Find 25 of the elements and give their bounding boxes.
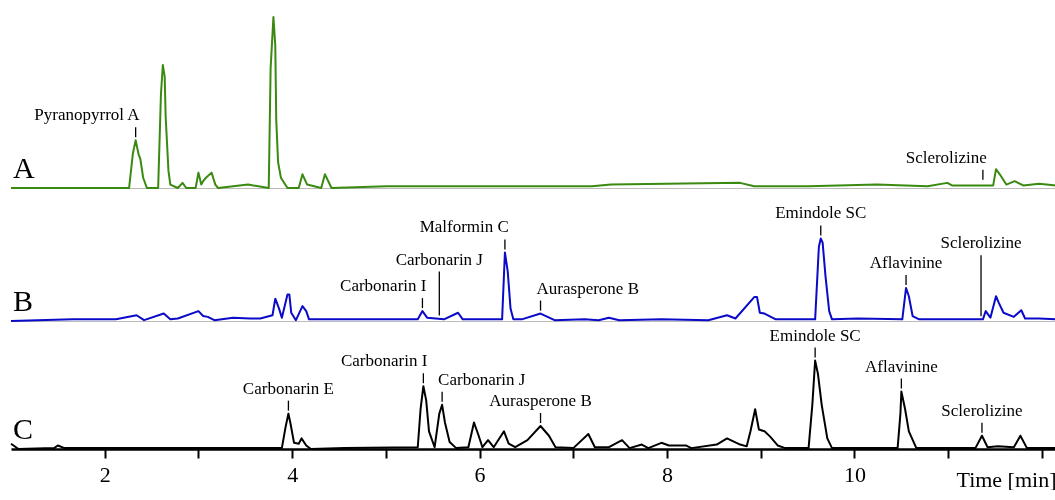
x-axis-title: Time [min] (956, 466, 1055, 492)
annotation: Sclerolizine (940, 233, 1022, 253)
annotation: Carbonarin J (395, 249, 484, 269)
annotation: Carbonarin I (340, 351, 428, 371)
annotation: Emindole SC (775, 203, 867, 223)
annotation: Sclerolizine (941, 400, 1023, 420)
annotation: Pyranopyrrol A (34, 105, 141, 125)
annotation: Aurasperone B (536, 278, 639, 298)
annotation: Aflavinine (869, 252, 943, 272)
series-label: A (13, 151, 35, 184)
series-label: B (13, 284, 34, 317)
x-tick-label: 10 (844, 461, 866, 487)
annotation: Carbonarin E (242, 378, 334, 398)
annotation: Malformin C (419, 217, 509, 237)
x-tick-label: 4 (287, 461, 299, 487)
series-label: C (13, 412, 34, 445)
annotation: Emindole SC (769, 325, 861, 345)
x-tick-label: 6 (474, 461, 486, 487)
annotation: Carbonarin I (340, 276, 427, 296)
x-tick-label: 8 (662, 461, 674, 487)
annotation: Aurasperone B (489, 391, 592, 411)
x-tick-label: 2 (99, 461, 111, 487)
annotation: Sclerolizine (905, 147, 987, 167)
annotation: Aflavinine (865, 356, 938, 376)
annotation: Carbonarin J (438, 369, 526, 389)
